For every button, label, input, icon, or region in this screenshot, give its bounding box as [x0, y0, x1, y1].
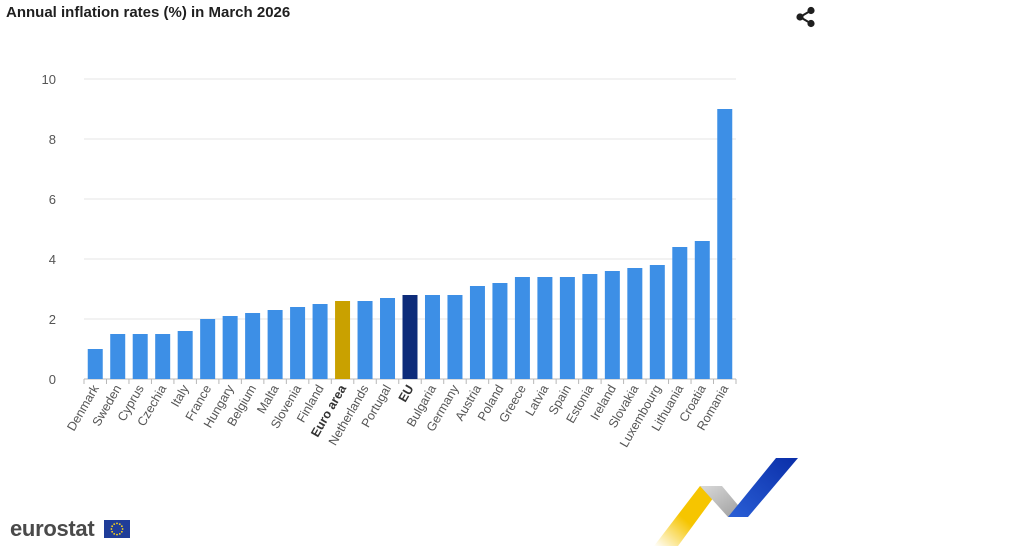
y-tick-label: 10 [42, 72, 56, 87]
bar [267, 310, 283, 379]
y-tick-label: 8 [49, 132, 56, 147]
flag-star [118, 523, 121, 526]
bar [132, 334, 148, 379]
bar [672, 247, 688, 379]
eurostat-ribbon-graphic [654, 458, 798, 546]
flag-star [121, 528, 124, 530]
flag-star [113, 532, 116, 535]
bar [559, 277, 575, 379]
bar [155, 334, 171, 379]
eu-flag-icon [104, 520, 130, 538]
flag-star [113, 523, 116, 526]
flag-star [120, 525, 123, 528]
bar [537, 277, 553, 379]
eurostat-logo-text: eurostat [10, 516, 95, 541]
bar [717, 109, 733, 379]
x-tick-label: Latvia [523, 382, 552, 418]
bar [582, 274, 598, 379]
bar [380, 298, 396, 379]
y-tick-label: 6 [49, 192, 56, 207]
bar [447, 295, 463, 379]
flag-star [110, 528, 113, 530]
bar [424, 295, 440, 379]
flag-star [118, 532, 121, 535]
x-tick-label: EU [396, 383, 417, 405]
bar [514, 277, 530, 379]
bar [469, 286, 485, 379]
bar [694, 241, 710, 379]
bar-chart: 0246810DenmarkSwedenCyprusCzechiaItalyFr… [42, 72, 737, 450]
bar [177, 331, 193, 379]
flag-star [111, 525, 114, 528]
flag-star [116, 533, 118, 536]
bar [222, 316, 238, 379]
bar [87, 349, 103, 379]
bar [290, 307, 306, 379]
bar [402, 295, 418, 379]
y-tick-label: 2 [49, 312, 56, 327]
flag-star [111, 530, 114, 533]
bar [312, 304, 328, 379]
chart-title: Annual inflation rates (%) in March 2026 [6, 4, 291, 21]
bar [335, 301, 351, 379]
y-tick-label: 4 [49, 252, 56, 267]
bar [110, 334, 126, 379]
bar [357, 301, 373, 379]
bar [200, 319, 216, 379]
bar [649, 265, 665, 379]
flag-star [116, 522, 118, 525]
bar [245, 313, 261, 379]
bar [604, 271, 620, 379]
y-tick-label: 0 [49, 372, 56, 387]
share-button[interactable] [794, 6, 818, 28]
share-icon [796, 6, 815, 28]
bar [627, 268, 643, 379]
bar [492, 283, 508, 379]
flag-star [120, 530, 123, 533]
